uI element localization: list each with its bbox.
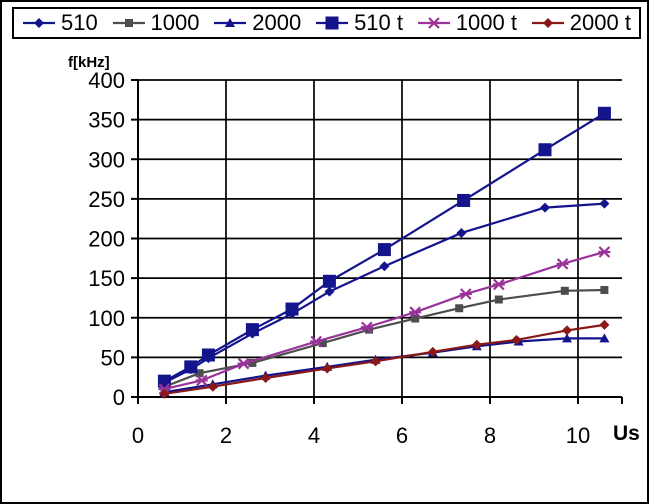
- data-point-marker: [511, 334, 522, 345]
- data-point-marker: [322, 363, 333, 374]
- data-point-marker: [411, 314, 420, 323]
- y-tick-label: 250: [88, 187, 125, 212]
- legend-item-2000: 2000: [213, 12, 301, 34]
- series-2000-t: [159, 319, 610, 399]
- data-point-marker: [124, 19, 133, 27]
- data-point-marker: [599, 319, 610, 330]
- y-tick-label: 50: [101, 345, 125, 370]
- data-point-marker: [459, 288, 472, 300]
- square-large-marker-icon: [316, 16, 349, 30]
- data-point-marker: [562, 333, 572, 343]
- x-tick-label: 6: [396, 423, 408, 448]
- y-tick-label: 200: [88, 227, 125, 252]
- data-point-marker: [562, 325, 572, 336]
- data-point-marker: [225, 18, 236, 27]
- series-line: [164, 250, 605, 391]
- series-line: [163, 112, 605, 383]
- data-point-marker: [599, 198, 610, 209]
- data-point-marker: [598, 246, 611, 258]
- legend-label: 2000: [252, 10, 302, 35]
- legend-item-2000-t: 2000 t: [531, 12, 631, 34]
- legend-label: 1000: [150, 10, 200, 35]
- data-point-marker: [457, 193, 471, 207]
- x-tick-label: 2: [220, 423, 232, 448]
- legend-item-1000: 1000: [112, 10, 200, 35]
- data-point-marker: [492, 278, 505, 291]
- data-point-marker: [456, 227, 467, 238]
- data-point-marker: [237, 357, 250, 370]
- triangle-marker-icon: [214, 18, 247, 27]
- data-point-marker: [201, 348, 215, 362]
- data-point-marker: [310, 335, 323, 348]
- data-point-marker: [195, 369, 204, 378]
- data-point-marker: [540, 202, 550, 213]
- x-tick-label: 0: [132, 423, 144, 448]
- data-point-marker: [599, 333, 610, 343]
- data-point-marker: [556, 258, 569, 270]
- y-tick-label: 400: [88, 68, 125, 93]
- data-point-marker: [207, 381, 218, 392]
- data-point-marker: [285, 302, 299, 316]
- data-point-marker: [159, 388, 170, 399]
- legend-item-510: 510: [22, 12, 98, 34]
- data-point-marker: [560, 286, 569, 295]
- data-point-marker: [360, 321, 373, 334]
- data-point-marker: [494, 295, 503, 304]
- data-point-marker: [245, 323, 259, 337]
- data-point-marker: [471, 339, 482, 350]
- x-axis-title: Us: [613, 422, 640, 445]
- legend-label: 2000 t: [569, 10, 631, 35]
- series-line: [163, 202, 605, 384]
- data-point-marker: [325, 16, 339, 30]
- data-point-marker: [370, 356, 381, 367]
- series-510-t: [157, 106, 611, 388]
- data-point-marker: [248, 358, 257, 367]
- series-line: [164, 323, 605, 395]
- data-point-marker: [600, 286, 609, 295]
- x-tick-label: 4: [308, 423, 320, 448]
- chart-legend: 510 1000 2000 510 t 1000 t 2000 t: [12, 7, 641, 39]
- data-point-marker: [597, 106, 611, 120]
- data-point-marker: [184, 360, 198, 374]
- square-marker-icon: [112, 19, 145, 27]
- data-point-marker: [324, 286, 335, 297]
- data-point-marker: [379, 261, 390, 272]
- legend-item-1000-t: 1000 t: [417, 12, 517, 34]
- star-marker-icon: [417, 17, 450, 29]
- legend-label: 510: [61, 10, 98, 35]
- data-point-marker: [455, 304, 464, 313]
- x-tick-label: 10: [566, 423, 590, 448]
- data-point-marker: [318, 339, 327, 348]
- y-tick-label: 100: [88, 306, 125, 331]
- data-point-marker: [538, 143, 552, 157]
- data-point-marker: [377, 243, 391, 257]
- legend-label: 510 t: [354, 10, 403, 35]
- data-point-marker: [542, 18, 553, 28]
- series-1000-t: [158, 246, 611, 395]
- y-tick-label: 300: [88, 147, 125, 172]
- series-1000: [160, 286, 609, 391]
- series-2000: [159, 333, 610, 397]
- diamond-marker-icon: [23, 18, 55, 28]
- data-point-marker: [427, 17, 440, 29]
- data-point-marker: [34, 18, 44, 28]
- x-tick-label: 8: [484, 423, 496, 448]
- y-tick-label: 350: [88, 108, 125, 133]
- data-point-marker: [195, 374, 208, 387]
- y-axis-title: f[kHz]: [68, 54, 110, 71]
- legend-item-510-t: 510 t: [315, 12, 403, 34]
- legend-label: 1000 t: [455, 10, 517, 35]
- diamond-marker-icon: [531, 18, 564, 28]
- series-line: [164, 288, 605, 388]
- y-tick-label: 0: [113, 385, 125, 410]
- data-point-marker: [427, 346, 438, 357]
- data-point-marker: [409, 306, 422, 318]
- data-point-marker: [322, 274, 336, 288]
- data-point-marker: [260, 372, 271, 383]
- y-tick-label: 150: [88, 266, 125, 291]
